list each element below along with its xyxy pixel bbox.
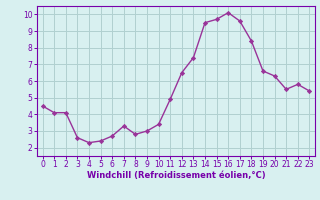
X-axis label: Windchill (Refroidissement éolien,°C): Windchill (Refroidissement éolien,°C) xyxy=(87,171,265,180)
